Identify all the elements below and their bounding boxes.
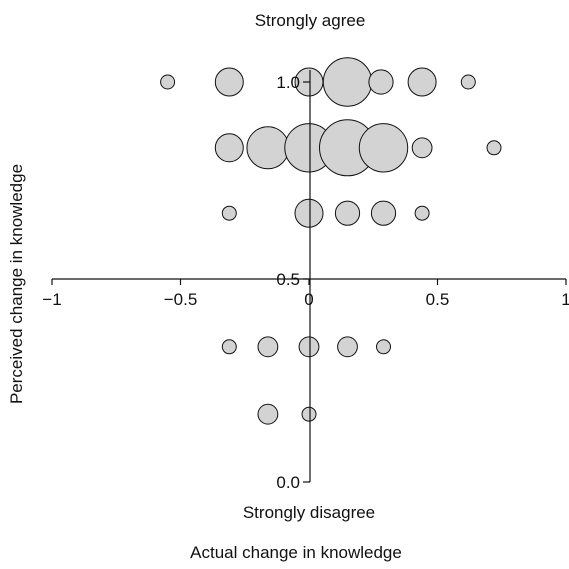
bubble-point (368, 69, 394, 95)
bubble-point (322, 57, 373, 107)
bubble-point (160, 74, 176, 90)
x-axis-title: Actual change in knowledge (190, 543, 402, 562)
bubble-point (298, 336, 320, 358)
bottom-end-label: Strongly disagree (243, 503, 375, 522)
bubble-point (407, 67, 437, 97)
bubble-point (214, 133, 244, 163)
top-end-label: Strongly agree (255, 11, 366, 30)
bubble-point (257, 336, 279, 358)
labels-layer: Strongly agree Strongly disagree Actual … (7, 11, 402, 562)
bubble-point (221, 205, 237, 221)
x-tick-label: 0.5 (426, 290, 450, 309)
y-axis-title: Perceived change in knowledge (7, 164, 26, 404)
bubble-point (414, 205, 430, 221)
x-tick-label: 0 (304, 290, 313, 309)
x-tick-label: 1 (561, 290, 569, 309)
x-tick-label: −0.5 (164, 290, 198, 309)
y-tick-label: 0.5 (276, 270, 300, 289)
bubble-point (370, 200, 397, 226)
y-tick-label: 1.0 (276, 73, 300, 92)
bubble-point (294, 198, 324, 228)
bubble-point (411, 137, 433, 159)
y-tick-label: 0.0 (276, 473, 300, 492)
axes-layer: −1 −0.5 0 0.5 10.00.51.0 (42, 70, 569, 492)
bubble-point (221, 339, 237, 355)
x-tick-label: −1 (42, 290, 61, 309)
bubble-point (460, 74, 476, 90)
bubble-point (301, 406, 317, 422)
bubble-point (358, 123, 409, 173)
bubble-point (486, 140, 502, 156)
bubble-point (337, 336, 358, 358)
bubble-point (334, 200, 361, 226)
bubble-point (257, 403, 279, 425)
bubble-point (376, 339, 391, 355)
bubble-layer (160, 57, 502, 425)
bubble-point (246, 126, 290, 170)
bubble-point (214, 67, 244, 97)
